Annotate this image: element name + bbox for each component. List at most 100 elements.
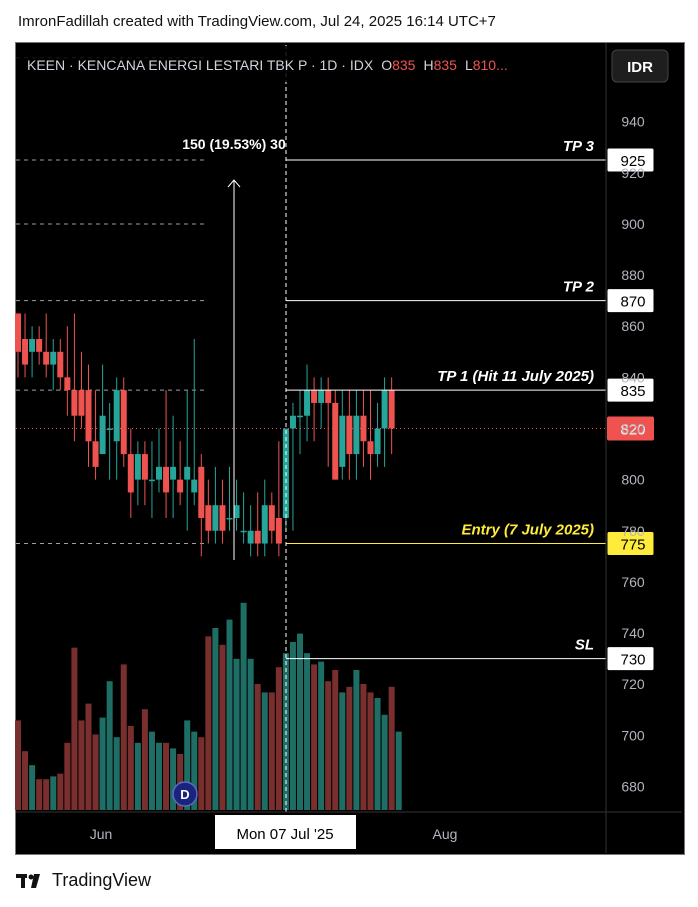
currency-button[interactable] <box>611 49 669 83</box>
candle-body[interactable] <box>78 390 85 416</box>
candle-body[interactable] <box>304 390 311 416</box>
candle-body[interactable] <box>374 428 381 455</box>
candle-body[interactable] <box>134 454 141 480</box>
volume-bar <box>219 644 226 810</box>
price-axis: 6807007207407607808008208408608809009209… <box>621 63 645 795</box>
candle-body[interactable] <box>219 505 226 531</box>
candle-body[interactable] <box>289 415 296 429</box>
volume-bar <box>99 717 106 810</box>
volume-bar <box>22 751 29 810</box>
candle-body[interactable] <box>191 479 198 493</box>
candle-body[interactable] <box>29 339 36 352</box>
level-name: TP 2 <box>563 279 595 296</box>
volume-bar <box>360 684 367 810</box>
price-tick: 800 <box>621 472 645 488</box>
candle-body[interactable] <box>170 466 177 480</box>
volume-bar <box>29 765 36 810</box>
candle-body[interactable] <box>120 390 127 455</box>
legend-symbol[interactable]: KEEN · KENCANA ENERGI LESTARI TBK P · 1D… <box>27 57 508 73</box>
price-tick: 820 <box>621 421 645 437</box>
price-tick: 720 <box>621 676 645 692</box>
candle-body[interactable] <box>148 479 155 482</box>
level-name: TP 3 <box>563 138 595 155</box>
candle-body[interactable] <box>127 454 134 493</box>
candle-body[interactable] <box>141 454 148 480</box>
legend-symbol-text: KEEN · KENCANA ENERGI LESTARI TBK P · 1D… <box>27 57 374 73</box>
candle-body[interactable] <box>198 466 205 518</box>
candle-body[interactable] <box>50 351 57 365</box>
price-tick: 880 <box>621 267 645 283</box>
dividend-marker[interactable] <box>172 781 198 807</box>
candle-body[interactable] <box>85 390 92 442</box>
candle-body[interactable] <box>64 377 71 391</box>
volume-bar <box>240 602 247 810</box>
candle-body[interactable] <box>92 441 99 467</box>
volume-bar <box>332 670 339 810</box>
price-tick: 840 <box>621 369 645 385</box>
level-lines: TP 3 925 TP 2 870 TP 1 (Hit 11 July 2025) 835… <box>16 138 655 672</box>
candle-body[interactable] <box>99 415 106 455</box>
candle-body[interactable] <box>233 505 240 518</box>
volume-bar <box>233 658 240 810</box>
candle-body[interactable] <box>388 390 395 429</box>
candle-body[interactable] <box>311 390 318 403</box>
candle-body[interactable] <box>43 351 50 365</box>
volume-bar <box>247 658 254 810</box>
candle-body[interactable] <box>71 390 78 416</box>
candle-body[interactable] <box>184 466 191 480</box>
candle-body[interactable] <box>261 505 268 544</box>
candle-body[interactable] <box>57 351 64 378</box>
candle-body[interactable] <box>240 530 247 533</box>
volume-bar <box>275 667 282 810</box>
price-tick: 700 <box>621 727 645 743</box>
footer-brand: TradingView <box>52 870 152 890</box>
candle-body[interactable] <box>318 390 325 403</box>
candle-body[interactable] <box>177 479 184 493</box>
candle-body[interactable] <box>156 466 162 480</box>
level-name: Entry (7 July 2025) <box>461 522 594 539</box>
candle-body[interactable] <box>325 390 332 403</box>
candle-body[interactable] <box>247 530 254 544</box>
candle-body[interactable] <box>297 415 303 418</box>
candle-body[interactable] <box>275 517 282 544</box>
price-tick: 760 <box>621 574 645 590</box>
candle-body[interactable] <box>163 466 170 493</box>
candle-body[interactable] <box>360 415 367 442</box>
price-tick: 920 <box>621 165 645 181</box>
volume-bar <box>156 742 162 810</box>
legend-low-label: L <box>465 57 473 73</box>
legend-low-value: 810... <box>473 57 508 73</box>
volume-bar <box>346 686 353 810</box>
crosshair-date-box <box>215 815 356 849</box>
candle-body[interactable] <box>106 428 113 431</box>
candle-body[interactable] <box>353 415 360 455</box>
candle-body[interactable] <box>113 390 120 442</box>
level-price-box <box>606 288 655 314</box>
level-price-box <box>606 646 655 672</box>
current-price-label: 820 <box>620 422 645 439</box>
candle-body[interactable] <box>212 505 219 531</box>
candle-body[interactable] <box>15 313 21 352</box>
level-price-label: 730 <box>620 652 645 669</box>
legend-open-label: O <box>381 57 392 73</box>
candle-body[interactable] <box>205 505 212 531</box>
volume-bar <box>289 642 296 810</box>
volume-bar <box>205 636 212 810</box>
candle-body[interactable] <box>22 339 29 365</box>
candle-body[interactable] <box>332 402 339 480</box>
candle-body[interactable] <box>381 390 388 429</box>
volume-bar <box>318 661 325 810</box>
candle-body[interactable] <box>226 517 233 520</box>
candle-body[interactable] <box>36 339 43 352</box>
volume-bar <box>85 703 92 810</box>
level-price-box <box>606 377 655 403</box>
candle-body[interactable] <box>254 530 261 544</box>
volume-bar <box>325 681 332 810</box>
volume-bar <box>268 692 275 810</box>
candle-body[interactable] <box>367 441 374 455</box>
candle-body[interactable] <box>339 415 346 467</box>
candle-body[interactable] <box>346 415 353 455</box>
candle-body[interactable] <box>268 505 275 531</box>
volume-bar <box>163 742 170 810</box>
